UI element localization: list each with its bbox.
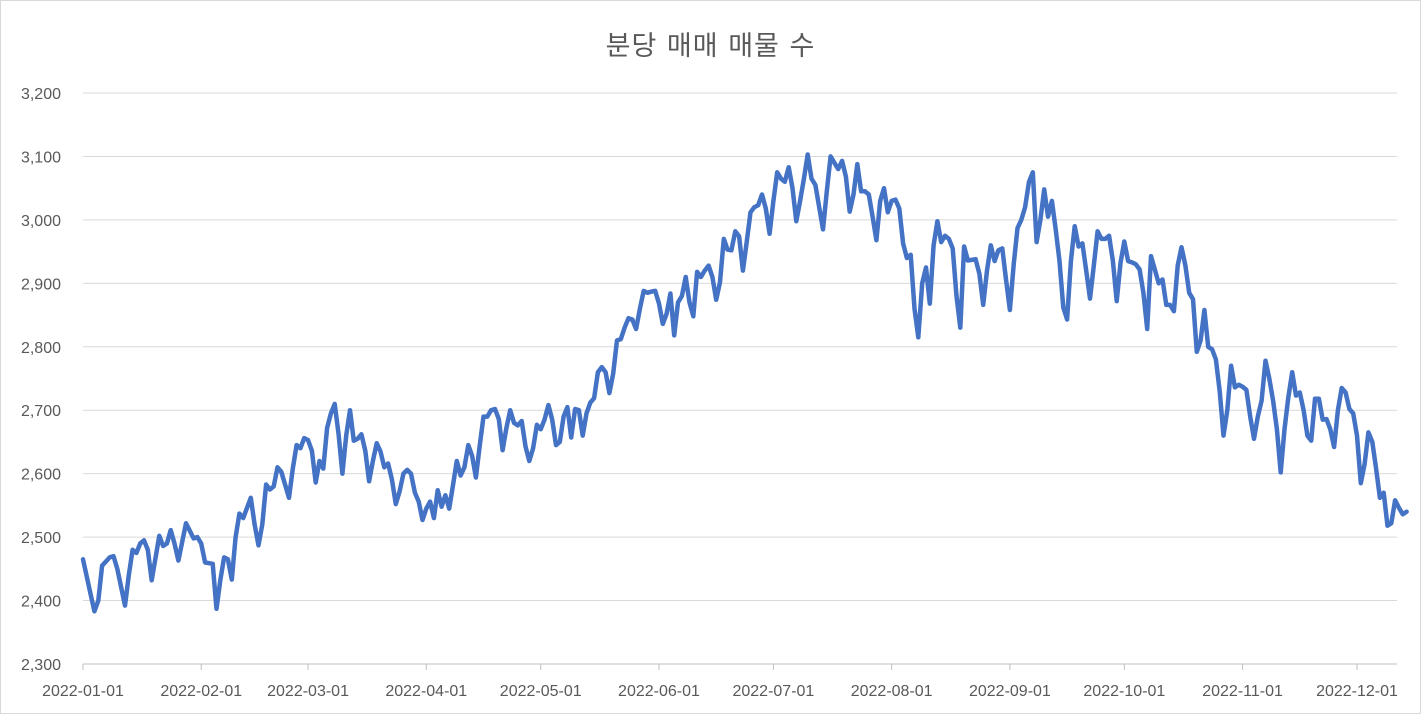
y-tick-label: 3,000 [21, 213, 61, 230]
x-tick-label: 2022-07-01 [732, 683, 814, 700]
chart-title: 분당 매매 매물 수 [605, 31, 816, 62]
x-tick-label: 2022-06-01 [618, 683, 700, 700]
series-line [80, 152, 1409, 614]
x-tick-label: 2022-10-01 [1083, 683, 1165, 700]
series-layer [80, 152, 1409, 614]
y-axis-labels: 2,300 2,400 2,500 2,600 2,700 2,800 2,900 3,000… [21, 86, 61, 674]
x-tick-label: 2022-12-01 [1316, 683, 1398, 700]
x-tick-label: 2022-05-01 [500, 683, 582, 700]
x-tick-label: 2022-01-01 [42, 683, 124, 700]
x-tick-label: 2022-08-01 [851, 683, 933, 700]
y-tick-label: 2,900 [21, 276, 61, 293]
y-tick-label: 3,100 [21, 149, 61, 166]
y-tick-label: 2,700 [21, 403, 61, 420]
x-tick-label: 2022-03-01 [267, 683, 349, 700]
x-axis-labels: 2022-01-01 2022-02-01 2022-03-01 2022-04-01… [42, 683, 1398, 700]
x-tick-label: 2022-02-01 [160, 683, 242, 700]
x-tick-label: 2022-04-01 [385, 683, 467, 700]
y-tick-label: 2,400 [21, 594, 61, 611]
x-tick-label: 2022-11-01 [1202, 683, 1283, 700]
y-tick-label: 3,200 [21, 86, 61, 103]
y-tick-label: 2,800 [21, 340, 61, 357]
y-tick-label: 2,500 [21, 530, 61, 547]
x-axis [82, 663, 1397, 670]
x-tick-label: 2022-09-01 [969, 683, 1051, 700]
y-tick-label: 2,300 [21, 657, 61, 674]
y-tick-label: 2,600 [21, 467, 61, 484]
